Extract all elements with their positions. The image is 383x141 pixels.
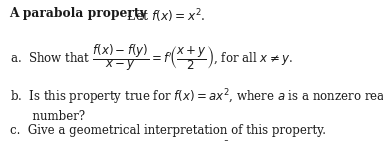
Text: number?: number? xyxy=(10,110,85,123)
Text: c.  Give a geometrical interpretation of this property.: c. Give a geometrical interpretation of … xyxy=(10,124,326,137)
Text: b.  Is this property true for $f(x) = ax^2$, where $a$ is a nonzero real: b. Is this property true for $f(x) = ax^… xyxy=(10,87,383,107)
Text: a.  Show that $\dfrac{f(x) - f(y)}{x - y} = f'\!\left(\dfrac{x + y}{2}\right)$, : a. Show that $\dfrac{f(x) - f(y)}{x - y}… xyxy=(10,42,293,73)
Text: d.  Is this property true for $f(x) = ax^3$?: d. Is this property true for $f(x) = ax^… xyxy=(10,140,236,141)
Text: A parabola property: A parabola property xyxy=(10,7,147,20)
Text: Let $f(x) = x^2$.: Let $f(x) = x^2$. xyxy=(123,7,205,25)
